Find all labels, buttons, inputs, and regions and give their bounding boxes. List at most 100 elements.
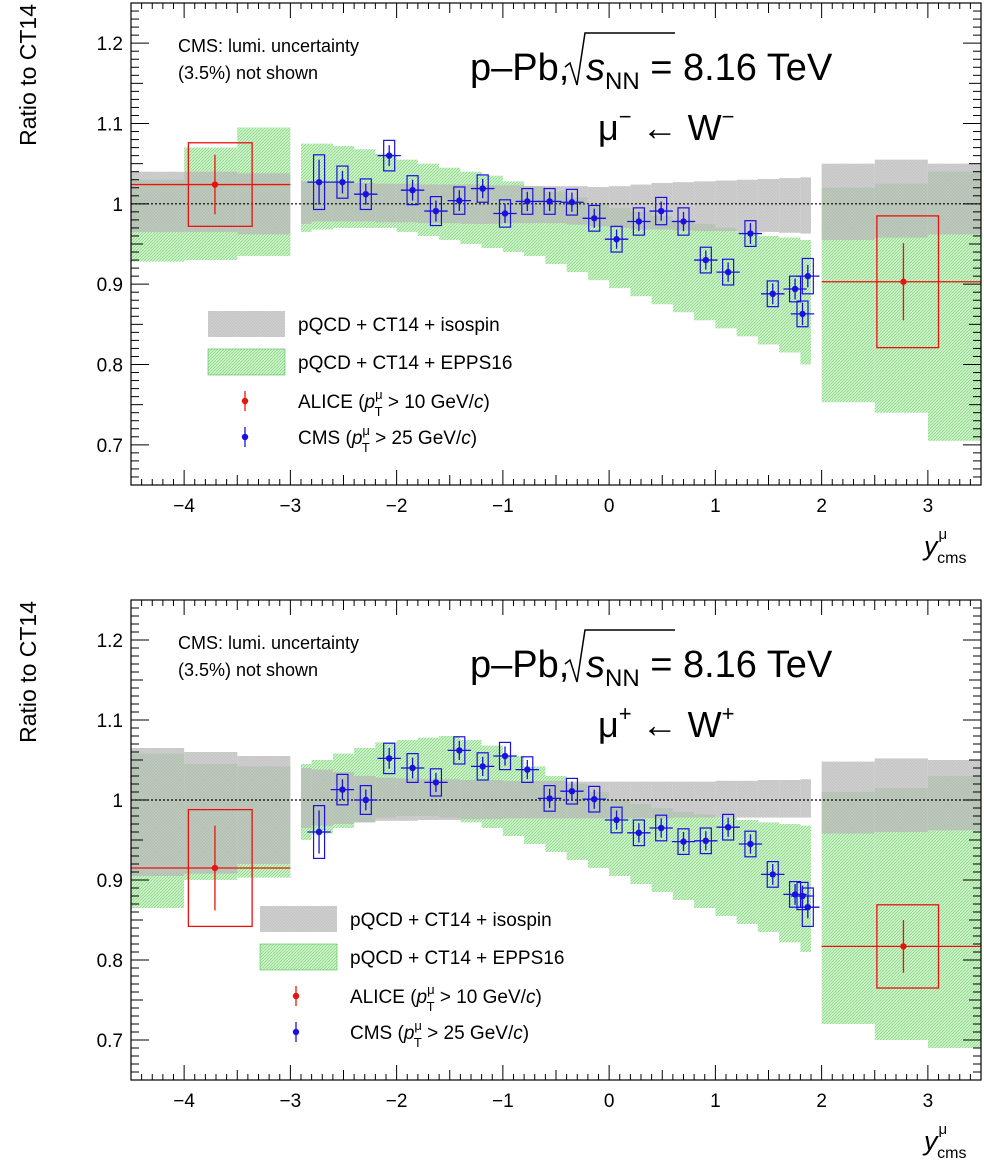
x-tick-label: 0	[604, 496, 615, 517]
isospin-band-segment	[715, 180, 737, 232]
isospin-band-segment	[927, 163, 981, 235]
isospin-band-segment	[715, 780, 737, 818]
x-tick-label: 2	[816, 496, 827, 517]
x-tick-label: 1	[710, 1091, 721, 1112]
cms-marker	[501, 752, 509, 760]
x-tick-label: −2	[386, 496, 408, 517]
epps16-band-segment	[736, 231, 758, 337]
cms-data-point	[790, 300, 815, 328]
alice-data-point	[131, 142, 291, 227]
isospin-band-segment	[651, 781, 673, 819]
cms-marker	[702, 837, 710, 844]
cms-data-point	[796, 257, 820, 295]
legend-alice-label: ALICE (pμ T > 10 GeV/c)	[298, 387, 490, 419]
legend-isospin-label: pQCD + CT14 + isospin	[350, 910, 552, 931]
cms-data-point	[354, 784, 378, 815]
cms-data-point	[671, 207, 696, 236]
cms-marker	[724, 268, 732, 276]
cms-marker	[432, 207, 440, 215]
epps16-band-segment	[630, 211, 652, 297]
legend-alice-mu: μ	[427, 982, 435, 997]
epps16-band-segment	[672, 219, 695, 313]
sqrt-sign	[564, 629, 675, 683]
cms-marker	[724, 824, 732, 831]
x-tick-label: −3	[280, 1091, 302, 1112]
x-tick-label: 2	[816, 1091, 827, 1112]
isospin-band-segment	[874, 758, 928, 832]
legend-alice-close: )	[483, 392, 489, 413]
cms-marker	[591, 796, 598, 803]
isospin-band-segment	[694, 181, 716, 232]
cms-lumi-note-line1: CMS: lumi. uncertainty	[178, 633, 359, 653]
y-tick-label: 0.7	[97, 436, 123, 457]
cms-marker	[501, 210, 509, 217]
cms-marker	[339, 786, 346, 793]
cms-marker	[702, 256, 710, 264]
cms-marker	[769, 871, 776, 878]
x-tick-label: −3	[280, 496, 302, 517]
cms-data-point	[560, 188, 584, 216]
epps16-band-segment	[694, 223, 716, 321]
x-axis-label: yμ cms	[922, 1121, 966, 1162]
process-lepton: μ	[598, 704, 619, 745]
isospin-band-segment	[311, 182, 333, 222]
legend-cms-mu: μ	[362, 423, 370, 438]
process-lepton: μ	[598, 107, 619, 148]
cms-marker	[680, 838, 687, 845]
alice-marker	[211, 864, 219, 872]
chart-panel-mu-plus: −4 −3 −2 −1 0 1 2 3 0.7 0.8 0.9 1 1.1 1.2 Ratio to CT1…	[15, 599, 982, 1162]
legend-cms-post: > 25 GeV/	[370, 428, 462, 449]
y-tick-label: 1	[112, 791, 123, 812]
x-tick-label: −4	[173, 1091, 195, 1112]
cms-data-point	[796, 887, 820, 928]
x-tick-label: 3	[923, 496, 934, 517]
cms-data-point	[330, 165, 355, 199]
cms-lumi-note-line1: CMS: lumi. uncertainty	[178, 36, 359, 56]
isospin-band-segment	[800, 779, 811, 818]
cms-data-point	[400, 752, 425, 783]
isospin-band-segment	[545, 186, 567, 224]
cms-data-point	[307, 804, 331, 859]
cms-data-point	[493, 199, 517, 228]
y-tick-label: 0.8	[97, 951, 123, 972]
legend-alice-T: T	[427, 999, 435, 1014]
epps16-band-segment	[672, 812, 695, 900]
y-tick-label: 1	[112, 195, 123, 216]
y-tick-label: 0.8	[97, 356, 123, 377]
cms-marker	[804, 904, 812, 911]
cms-marker	[568, 788, 576, 795]
process-label: μ− ← W−	[598, 104, 734, 148]
epps16-band-segment	[694, 814, 716, 908]
legend-alice-mu: μ	[375, 387, 383, 402]
cms-data-point	[716, 258, 740, 286]
isospin-band-segment	[131, 748, 185, 876]
cms-data-point	[604, 806, 629, 834]
epps16-band-segment	[757, 822, 780, 932]
process-arrow-w: ← W	[632, 704, 722, 745]
cms-marker	[747, 840, 754, 848]
cms-data-point	[377, 139, 401, 172]
process-lepton-charge: −	[619, 104, 632, 129]
cms-data-point	[761, 280, 785, 308]
legend-cms-p: p	[403, 1023, 415, 1044]
cms-data-point	[471, 174, 495, 203]
cms-data-point	[560, 777, 584, 805]
cms-marker	[479, 185, 486, 192]
isospin-band-segment	[736, 780, 758, 818]
cms-data-point	[694, 827, 718, 855]
legend-alice-close: )	[535, 987, 541, 1008]
legend-alice-T: T	[375, 404, 383, 419]
isospin-band-segment	[524, 780, 546, 819]
cms-marker	[315, 178, 323, 186]
cms-marker	[409, 186, 416, 194]
x-tick-label: 1	[710, 496, 721, 517]
x-label-subscript: cms	[937, 1145, 966, 1162]
sqrt-sign	[564, 32, 675, 86]
legend-isospin-label: pQCD + CT14 + isospin	[298, 315, 500, 336]
alice-data-point	[821, 904, 981, 989]
legend-cms-mu: μ	[414, 1018, 422, 1033]
x-tick-label: −1	[492, 1091, 514, 1112]
legend-epps16-swatch	[259, 943, 338, 971]
plot-area	[131, 127, 981, 441]
